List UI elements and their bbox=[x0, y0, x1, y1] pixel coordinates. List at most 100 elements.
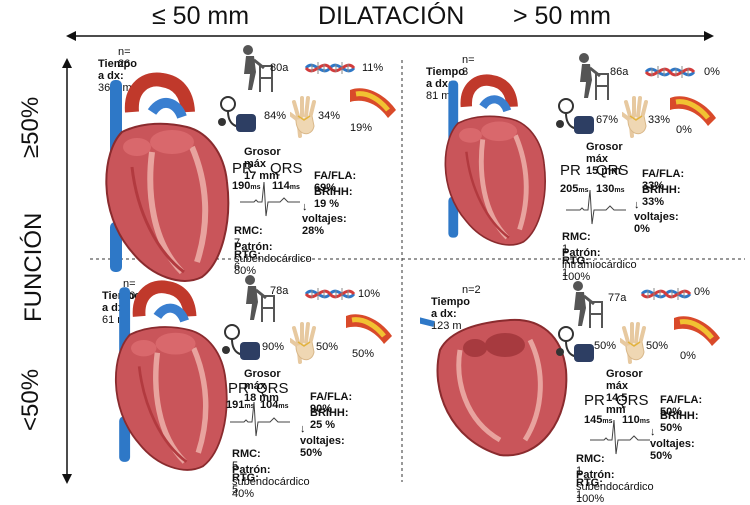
vessel-icon bbox=[346, 310, 394, 348]
fa-value: 33% bbox=[642, 180, 665, 192]
volt-value: 28% bbox=[302, 225, 325, 237]
header-center: DILATACIÓN bbox=[318, 2, 465, 30]
blood-pressure-icon bbox=[556, 98, 595, 135]
rtg-value: 6 bbox=[234, 261, 241, 273]
ecg-icon bbox=[590, 420, 651, 455]
vessel-value: 50% bbox=[352, 348, 375, 360]
bp-value: 84% bbox=[264, 110, 287, 122]
blood-pressure-icon bbox=[556, 326, 595, 363]
age-value: 78a bbox=[270, 285, 289, 297]
bp-value: 90% bbox=[262, 341, 285, 353]
qrs-value: 114 bbox=[272, 180, 290, 192]
bp-value: 67% bbox=[596, 114, 619, 126]
vessel-icon bbox=[674, 312, 722, 350]
genetic-value: 0% bbox=[704, 66, 720, 78]
brihh-value: 33% bbox=[642, 196, 665, 208]
hand-value: 34% bbox=[318, 110, 341, 122]
rmc-value: 1 bbox=[576, 465, 583, 477]
arrowhead-bottom bbox=[62, 474, 72, 484]
age-value: 80a bbox=[270, 62, 289, 74]
grosor-value: 14.5 mm bbox=[606, 392, 628, 416]
fa-value: 69% bbox=[314, 182, 337, 194]
panel-n: n= 3 bbox=[462, 54, 475, 78]
volt-value: 50% bbox=[650, 450, 673, 462]
grosor-label: Grosor máx bbox=[244, 368, 281, 392]
vessel-value: 0% bbox=[680, 350, 696, 362]
dna-icon bbox=[644, 64, 696, 80]
patron-value: subendocárdico 40% bbox=[232, 476, 310, 500]
grosor-value: 18 mm bbox=[244, 392, 279, 404]
dna-icon bbox=[304, 60, 356, 76]
bp-value: 50% bbox=[594, 340, 617, 352]
pr-label: PR bbox=[228, 380, 249, 397]
ecg-icon bbox=[230, 402, 291, 437]
grosor-label: Grosor máx bbox=[586, 141, 623, 165]
grosor-value: 17 mm bbox=[244, 170, 279, 182]
age-value: 86a bbox=[610, 66, 629, 78]
axis-function-label: FUNCIÓN bbox=[20, 212, 47, 322]
elderly-person-icon bbox=[243, 274, 276, 324]
qrs-label: QRS bbox=[256, 380, 289, 397]
pr-value: 191 bbox=[226, 399, 245, 411]
time-label: Tiempo a dx: bbox=[426, 66, 465, 90]
arrowhead-top bbox=[62, 58, 72, 68]
pr-value: 205 bbox=[560, 183, 579, 195]
genetic-value: 10% bbox=[358, 288, 381, 300]
heart-icon bbox=[96, 280, 246, 480]
genetic-value: 0% bbox=[694, 286, 710, 298]
volt-value: 0% bbox=[634, 223, 650, 235]
vessel-value: 0% bbox=[676, 124, 692, 136]
arrowhead-right bbox=[704, 31, 714, 41]
vessel-value: 19% bbox=[350, 122, 373, 134]
hand-value: 33% bbox=[648, 114, 671, 126]
pr-label: PR bbox=[232, 160, 253, 177]
pr-label: PR bbox=[560, 162, 581, 179]
elderly-person-icon bbox=[577, 52, 610, 102]
axis-bottom-label: <50% bbox=[17, 368, 44, 431]
volt-value: 50% bbox=[300, 447, 323, 459]
dna-icon bbox=[640, 286, 692, 302]
hand-icon bbox=[290, 96, 316, 138]
panel-n: n=2 bbox=[462, 284, 481, 296]
ecg-icon bbox=[566, 190, 627, 225]
heart-icon bbox=[420, 317, 568, 457]
axis-top-label: ≥50% bbox=[17, 96, 44, 158]
grosor-value: 15 mm bbox=[586, 165, 621, 177]
grosor-label: Grosor máx bbox=[606, 368, 643, 392]
arrowhead-left bbox=[66, 31, 76, 41]
pr-label: PR bbox=[584, 392, 605, 409]
qrs-label: QRS bbox=[616, 392, 649, 409]
qrs-value: 104 bbox=[260, 399, 279, 411]
patron-value: intramiocárdico 100% bbox=[562, 259, 637, 283]
ecg-icon bbox=[240, 182, 301, 217]
header-right: > 50 mm bbox=[513, 2, 611, 30]
header-left: ≤ 50 mm bbox=[152, 2, 250, 30]
rmc-value: 7 bbox=[234, 237, 241, 249]
blood-pressure-icon bbox=[222, 324, 261, 361]
elderly-person-icon bbox=[571, 280, 604, 330]
qrs-value: 110 bbox=[622, 414, 640, 426]
patron-value: subendocárdico 80% bbox=[234, 253, 312, 277]
time-value: 81 m bbox=[426, 90, 451, 102]
rmc-value: 1 bbox=[562, 243, 569, 255]
time-label: Tiempo a dx: bbox=[431, 296, 470, 320]
pr-value: 190 bbox=[232, 180, 251, 192]
age-value: 77a bbox=[608, 292, 627, 304]
grosor-label: Grosor máx bbox=[244, 146, 281, 170]
fa-value: 50% bbox=[660, 406, 683, 418]
pr-value: 145 bbox=[584, 414, 603, 426]
qrs-label: QRS bbox=[596, 162, 629, 179]
heart-icon bbox=[420, 74, 570, 254]
vessel-icon bbox=[350, 84, 398, 122]
panel-n: n= 26 bbox=[118, 46, 131, 70]
hand-value: 50% bbox=[646, 340, 669, 352]
brihh-value: 50% bbox=[660, 422, 683, 434]
time-label: Tiempo a dx: bbox=[98, 58, 137, 82]
rmc-value: 5 bbox=[232, 460, 239, 472]
genetic-value: 11% bbox=[362, 62, 384, 74]
brihh-value: 19 % bbox=[314, 198, 340, 210]
dna-icon bbox=[304, 286, 356, 302]
brihh-value: 25 % bbox=[310, 419, 336, 431]
blood-pressure-icon bbox=[218, 96, 257, 133]
time-value: 123 m bbox=[431, 320, 462, 332]
